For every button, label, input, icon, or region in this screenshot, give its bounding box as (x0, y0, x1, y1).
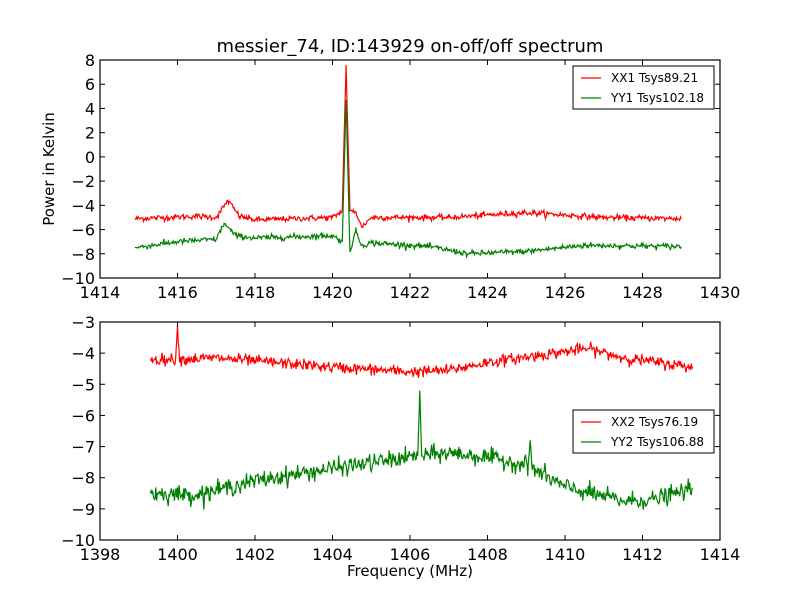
bottom-panel: 1398 1400 1402 1404 1406 1408 1410 1412 1414 −10 −… (61, 313, 740, 564)
legend: XX1 Tsys89.21 YY1 Tsys102.18 (572, 65, 715, 110)
y-tick-label: 4 (85, 99, 95, 118)
y-tick-label: −6 (71, 221, 95, 240)
top-panel: 1414 1416 1418 1420 1422 1424 1426 1428 1430 −10 −… (61, 51, 740, 302)
x-tick-label: 1422 (390, 283, 431, 302)
chart-title: messier_74, ID:143929 on-off/off spectru… (217, 36, 604, 57)
y-tick-label: −8 (71, 245, 95, 264)
series-line-xx1 (134, 64, 682, 229)
y-tick-label: 8 (85, 51, 95, 70)
x-tick-label: 1408 (467, 545, 508, 564)
y-tick-label: −8 (71, 469, 95, 488)
y-tick-label: −4 (71, 196, 95, 215)
legend-box (572, 65, 715, 110)
x-tick-label: 1414 (80, 283, 121, 302)
y-tick-label: −10 (61, 531, 95, 550)
x-tick-label: 1400 (157, 545, 198, 564)
y-tick-label: −6 (71, 406, 95, 425)
x-axis-label: Frequency (MHz) (347, 562, 473, 580)
series-line-yy1 (134, 99, 682, 259)
y-tick-label: −2 (71, 172, 95, 191)
legend-label: YY2 Tsys106.88 (610, 435, 704, 449)
series-line-yy2 (149, 390, 694, 510)
y-tick-label: −3 (71, 313, 95, 332)
series-line-xx2 (149, 325, 694, 379)
y-tick-label: −4 (71, 344, 95, 363)
y-tick-label: −10 (61, 269, 95, 288)
x-tick-label: 1414 (700, 545, 741, 564)
x-tick-label: 1420 (312, 283, 353, 302)
x-tick-label: 1418 (235, 283, 276, 302)
x-tick-label: 1428 (622, 283, 663, 302)
legend-label: XX1 Tsys89.21 (611, 71, 698, 85)
x-tick-label: 1424 (467, 283, 508, 302)
x-tick-label: 1416 (157, 283, 198, 302)
x-tick-label: 1426 (545, 283, 586, 302)
legend-label: XX2 Tsys76.19 (611, 415, 698, 429)
y-tick-label: −7 (71, 438, 95, 457)
y-axis-label: Power in Kelvin (40, 112, 58, 226)
x-tick-label: 1398 (80, 545, 121, 564)
x-tick-label: 1406 (390, 545, 431, 564)
y-tick-label: 2 (85, 124, 95, 143)
legend-label: YY1 Tsys102.18 (610, 91, 704, 105)
legend: XX2 Tsys76.19 YY2 Tsys106.88 (572, 409, 715, 454)
legend-box (572, 409, 715, 454)
x-tick-label: 1410 (545, 545, 586, 564)
x-tick-label: 1412 (622, 545, 663, 564)
x-tick-label: 1404 (312, 545, 353, 564)
x-tick-label: 1402 (235, 545, 276, 564)
y-tick-label: −9 (71, 500, 95, 519)
y-tick-label: −5 (71, 375, 95, 394)
y-tick-label: 0 (85, 148, 95, 167)
y-tick-label: 6 (85, 75, 95, 94)
x-tick-label: 1430 (700, 283, 741, 302)
